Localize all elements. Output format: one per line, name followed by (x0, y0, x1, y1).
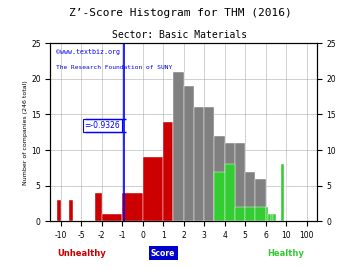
Bar (102, 214, 122, 221)
Text: ©www.textbiz.org: ©www.textbiz.org (56, 49, 120, 55)
Bar (174, 72, 184, 221)
Bar (122, 193, 143, 221)
Bar (57, 200, 60, 221)
Text: Sector: Basic Materials: Sector: Basic Materials (112, 30, 248, 40)
Bar (204, 107, 214, 221)
Text: Z’-Score Histogram for THM (2016): Z’-Score Histogram for THM (2016) (69, 8, 291, 18)
Bar (225, 164, 235, 221)
Bar (255, 207, 266, 221)
Text: Score: Score (151, 249, 175, 258)
Bar (271, 214, 273, 221)
Bar (95, 193, 102, 221)
Bar (235, 207, 245, 221)
Bar (245, 171, 255, 221)
Bar (214, 171, 225, 221)
Text: =-0.9326: =-0.9326 (85, 121, 121, 130)
Bar (273, 214, 276, 221)
Bar (214, 136, 225, 221)
Text: Healthy: Healthy (267, 249, 305, 258)
Bar (245, 207, 255, 221)
Text: The Research Foundation of SUNY: The Research Foundation of SUNY (56, 65, 172, 70)
Bar (225, 143, 235, 221)
Bar (281, 164, 284, 221)
Bar (69, 200, 73, 221)
Bar (268, 214, 271, 221)
Bar (266, 207, 268, 221)
Bar (143, 157, 163, 221)
Y-axis label: Number of companies (246 total): Number of companies (246 total) (23, 80, 28, 185)
Bar (184, 86, 194, 221)
Text: Unhealthy: Unhealthy (57, 249, 105, 258)
Bar (255, 179, 266, 221)
Bar (163, 122, 174, 221)
Bar (194, 107, 204, 221)
Bar (174, 72, 184, 221)
Bar (235, 143, 245, 221)
